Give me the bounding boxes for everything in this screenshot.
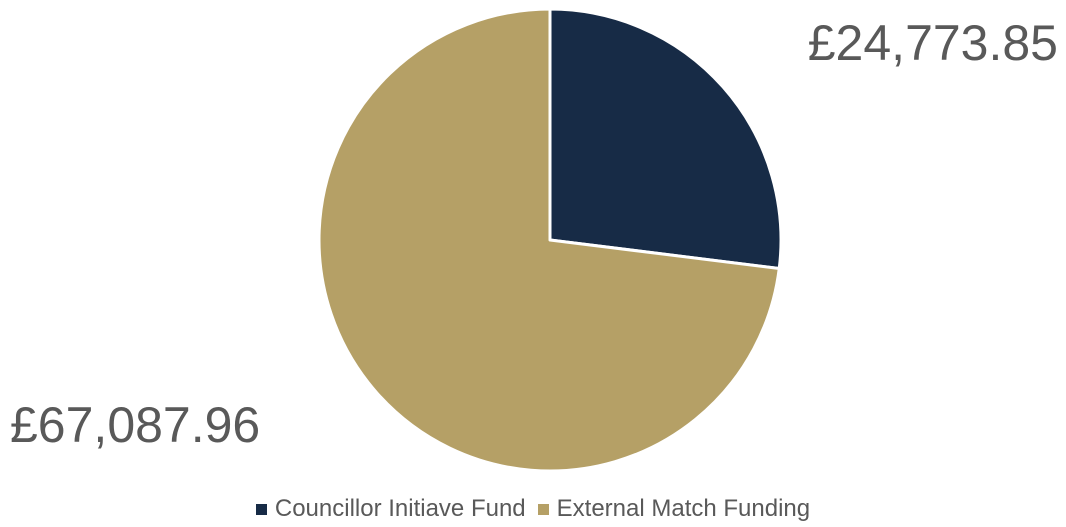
legend-swatch-councillor-initiave-fund (255, 503, 267, 515)
pie-slice-external-match-funding (317, 7, 781, 473)
data-label-external-match-funding: £67,087.96 (10, 397, 261, 453)
pie-slices (317, 7, 783, 473)
legend-item-councillor-initiave-fund: Councillor Initiave Fund (255, 495, 526, 522)
legend-swatch-external-match-funding (537, 503, 549, 515)
data-label-councillor-initiave-fund: £24,773.85 (807, 15, 1058, 71)
pie-slice-councillor-initiave-fund (548, 7, 783, 270)
legend-item-external-match-funding: External Match Funding (537, 495, 811, 522)
legend: Councillor Initiave Fund External Match … (0, 497, 1066, 521)
legend-label-external-match-funding: External Match Funding (556, 495, 811, 522)
legend-label-councillor-initiave-fund: Councillor Initiave Fund (274, 495, 526, 522)
